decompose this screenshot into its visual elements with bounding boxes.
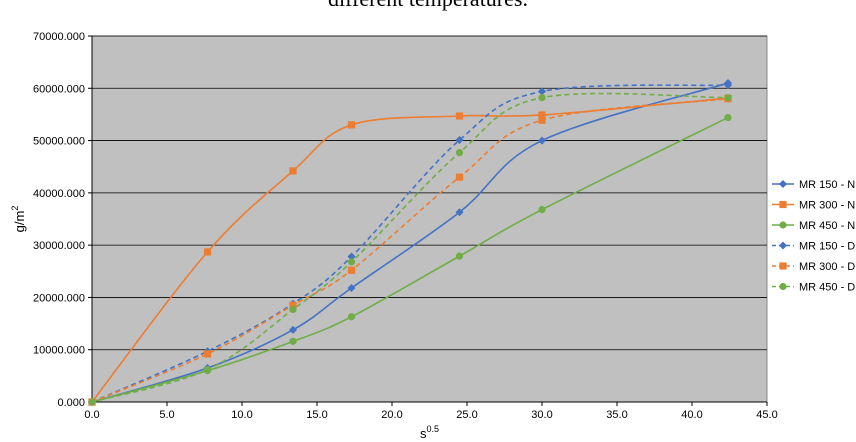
data-point	[289, 337, 297, 345]
legend-label: MR 450 - D	[799, 282, 855, 294]
data-point	[724, 94, 732, 102]
x-axis-label: s0.5	[420, 424, 439, 441]
data-point	[289, 301, 297, 309]
x-tick-label: 30.0	[531, 409, 552, 421]
x-axis-ticks: 0.0 5.0 10.0 15.0 20.0 25.0 30.0 35.0 40.0 45.0	[84, 409, 777, 421]
x-tick-label: 0.0	[84, 409, 99, 421]
data-point	[455, 148, 464, 157]
x-tick-label: 25.0	[456, 409, 477, 421]
legend-label: MR 150 - N	[799, 179, 855, 191]
data-point	[455, 208, 464, 217]
data-point	[538, 116, 546, 124]
data-point	[347, 313, 356, 321]
y-tick-label: 30000.000	[33, 240, 85, 252]
data-point	[724, 113, 732, 122]
data-point	[347, 284, 356, 293]
data-point	[538, 87, 546, 96]
legend-swatch-marker	[779, 282, 787, 291]
legend-item: MR 300 - D	[772, 261, 855, 273]
data-point	[347, 252, 356, 261]
legend-swatch-marker	[779, 200, 787, 209]
legend-label: MR 300 - N	[799, 200, 855, 212]
y-tick-label: 0.000	[57, 397, 85, 409]
series-mr-450-d	[88, 92, 732, 406]
data-point	[455, 112, 464, 120]
x-tick-label: 35.0	[606, 409, 627, 421]
data-point	[347, 258, 356, 266]
y-tick-label: 60000.000	[33, 83, 85, 95]
data-point	[347, 121, 356, 129]
x-tick-label: 5.0	[159, 409, 174, 421]
data-point	[538, 111, 546, 119]
legend-swatch-marker	[779, 221, 787, 229]
legend-item: MR 150 - N	[772, 179, 855, 191]
x-tick-label: 40.0	[681, 409, 702, 421]
legend-label: MR 300 - D	[799, 261, 855, 273]
legend-item: MR 450 - N	[772, 220, 855, 232]
y-tick-label: 10000.000	[33, 345, 85, 357]
y-tick-label: 40000.000	[33, 188, 85, 200]
data-point	[289, 305, 297, 314]
y-tick-label: 50000.000	[33, 136, 85, 148]
y-tick-label: 20000.000	[33, 292, 85, 304]
data-point	[724, 81, 732, 90]
data-point	[289, 167, 297, 175]
axes	[88, 35, 768, 406]
legend-label: MR 150 - D	[799, 241, 855, 253]
data-point	[347, 266, 356, 274]
data-point	[455, 136, 464, 145]
legend-swatch-marker	[779, 180, 787, 188]
legend-item: MR 300 - N	[772, 200, 855, 212]
x-tick-label: 15.0	[306, 409, 327, 421]
data-point	[455, 173, 464, 181]
x-tick-label: 20.0	[381, 409, 402, 421]
data-point	[203, 365, 212, 374]
series-group	[88, 79, 732, 406]
data-point	[455, 252, 464, 260]
y-axis-label: g/m2	[10, 206, 27, 233]
x-tick-label: 10.0	[231, 409, 252, 421]
legend-item: MR 150 - D	[772, 241, 855, 253]
legend: MR 150 - N MR 300 - N MR 450 - N MR 150 - D…	[772, 179, 855, 294]
data-point	[289, 325, 297, 334]
data-point	[203, 350, 212, 358]
data-point	[538, 136, 546, 145]
series-line	[91, 84, 729, 403]
data-point	[88, 398, 96, 406]
legend-swatch-marker	[779, 241, 787, 250]
data-point	[203, 248, 212, 256]
data-point	[538, 205, 546, 214]
data-point	[538, 94, 546, 102]
legend-item: MR 450 - D	[772, 282, 855, 294]
figure-caption: different temperatures.	[0, 0, 856, 12]
y-tick-label: 70000.000	[33, 31, 85, 43]
legend-label: MR 450 - N	[799, 220, 855, 232]
plot-area	[91, 35, 768, 403]
series-line	[91, 97, 729, 403]
y-axis-ticks: 0.000 10000.000 20000.000 30000.000 40000.00…	[33, 31, 85, 409]
legend-swatch-marker	[779, 262, 787, 270]
x-tick-label: 45.0	[756, 409, 777, 421]
